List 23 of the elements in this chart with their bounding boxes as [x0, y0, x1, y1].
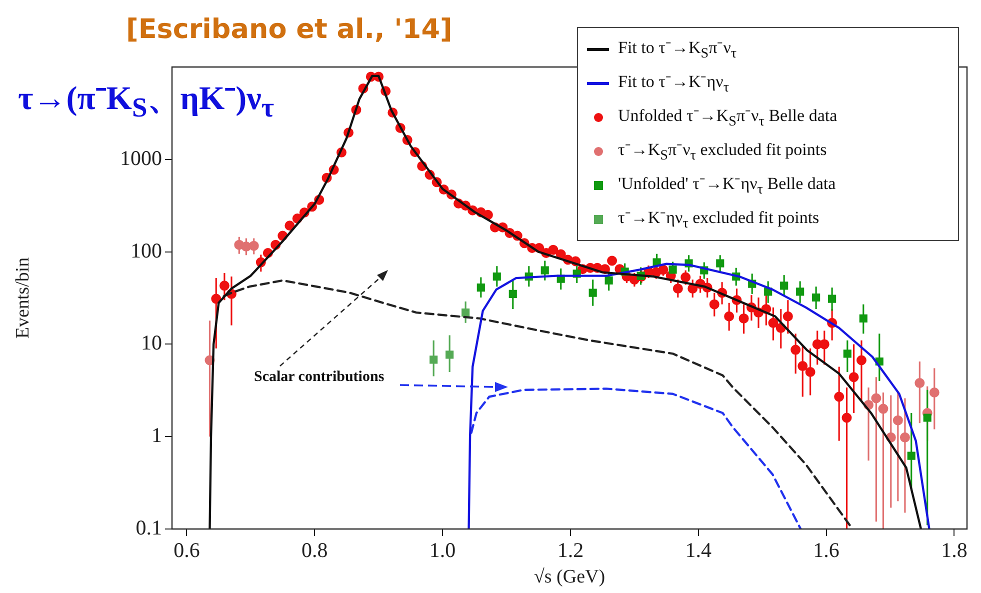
- x-tick-label: 0.8: [302, 538, 328, 562]
- x-axis-title: √s (GeV): [534, 566, 606, 588]
- legend-label: Fit to τ⁻→K$_{S}$π⁻ν$_{τ}$: [618, 37, 737, 63]
- y-tick-label: 100: [130, 238, 162, 262]
- x-tick-label: 1.4: [685, 538, 712, 562]
- legend-label: Unfolded τ⁻→K$_{S}$π⁻ν$_{τ}$ Belle data: [618, 105, 838, 131]
- x-tick-label: 1.0: [429, 538, 456, 562]
- legend-label: Fit to τ⁻→K⁻ην$_{τ}$: [618, 71, 730, 97]
- y-tick-label: 0.1: [136, 516, 162, 540]
- text: [Escribano et al., '14]: [126, 14, 452, 45]
- text: τ→(π⁻K$_{S}$、ηK⁻)ν$_{τ}$: [18, 80, 274, 124]
- y-tick-label: 1: [152, 423, 162, 448]
- x-tick-label: 1.2: [557, 538, 584, 562]
- x-tick-label: 1.8: [941, 538, 968, 562]
- y-axis-title: Events/bin: [12, 256, 34, 339]
- x-tick-label: 0.6: [174, 538, 200, 562]
- legend-label: τ⁻→K$_{S}$π⁻ν$_{τ}$ excluded fit points: [618, 139, 827, 165]
- x-tick-label: 1.6: [813, 538, 840, 562]
- legend-label: 'Unfolded' τ⁻→K⁻ην$_{τ}$ Belle data: [618, 173, 836, 199]
- y-tick-label: 10: [141, 330, 162, 355]
- annotation: Scalar contributions: [254, 369, 384, 386]
- y-tick-label: 1000: [120, 146, 162, 170]
- legend-label: τ⁻→K⁻ην$_{τ}$ excluded fit points: [618, 207, 820, 233]
